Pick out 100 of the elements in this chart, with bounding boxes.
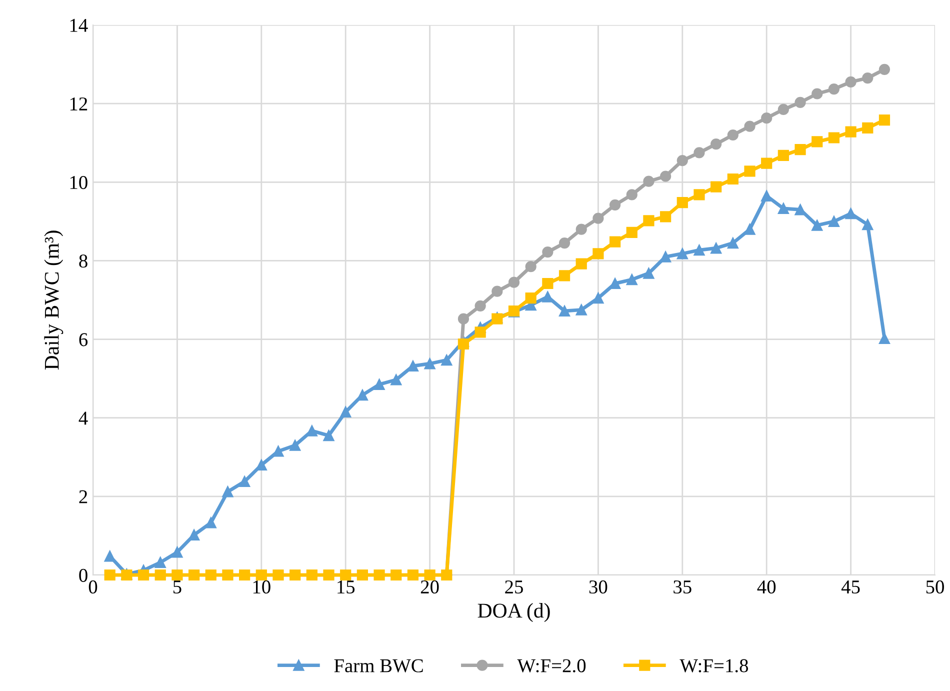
point: [676, 248, 688, 260]
point: [710, 242, 722, 254]
x-tick-label: 35: [674, 580, 692, 594]
point: [812, 220, 823, 231]
point: [761, 112, 772, 124]
point: [374, 569, 385, 581]
point: [761, 190, 772, 202]
point: [374, 378, 385, 390]
point: [626, 274, 638, 286]
x-tick-label: 25: [505, 580, 523, 594]
point: [542, 246, 554, 258]
point: [172, 569, 183, 581]
point: [660, 251, 672, 262]
point: [660, 211, 672, 222]
point: [727, 129, 738, 141]
x-tick-label: 45: [841, 580, 860, 594]
point: [474, 326, 486, 338]
point: [778, 202, 789, 214]
y-tick-label: 12: [70, 97, 88, 110]
point: [878, 332, 890, 344]
x-tick-label: 0: [88, 580, 98, 594]
point: [576, 258, 587, 270]
point: [794, 204, 806, 216]
point: [710, 138, 722, 150]
x-axis-title: DOA (d): [478, 603, 550, 622]
point: [862, 219, 874, 230]
point: [154, 556, 166, 568]
x-tick-label: 5: [173, 580, 182, 594]
point: [390, 569, 402, 581]
point: [239, 569, 250, 581]
point: [492, 286, 503, 297]
point: [558, 270, 570, 282]
point: [609, 236, 621, 248]
point: [525, 261, 536, 272]
point: [172, 546, 183, 558]
point: [778, 104, 789, 116]
point: [761, 158, 772, 169]
point: [626, 226, 638, 238]
point: [744, 166, 756, 177]
point: [188, 529, 200, 540]
point: [660, 170, 672, 182]
point: [626, 189, 638, 200]
point: [222, 569, 234, 581]
point: [794, 96, 806, 108]
point: [592, 212, 604, 224]
point: [812, 88, 823, 100]
point: [138, 569, 150, 581]
point: [676, 197, 688, 208]
point: [845, 126, 856, 138]
point: [188, 569, 200, 581]
x-tick-label: 10: [253, 580, 270, 594]
point: [576, 304, 587, 316]
point: [458, 313, 470, 324]
point: [323, 430, 334, 442]
point: [323, 569, 334, 581]
point: [256, 459, 267, 471]
y-tick-label: 0: [79, 568, 88, 582]
point: [290, 440, 301, 451]
point: [441, 354, 452, 366]
point: [744, 120, 756, 132]
point: [340, 569, 352, 581]
point: [542, 278, 554, 290]
point: [205, 569, 216, 581]
point: [306, 569, 318, 581]
point: [845, 208, 856, 220]
point: [239, 476, 250, 488]
y-tick-label: 6: [79, 333, 88, 346]
point: [542, 291, 554, 302]
point: [592, 248, 604, 260]
point: [778, 150, 789, 161]
point: [878, 114, 890, 126]
point: [878, 64, 890, 75]
point: [828, 132, 840, 144]
point: [390, 374, 402, 386]
x-tick-label: 15: [338, 580, 355, 594]
point: [474, 300, 486, 312]
point: [256, 569, 267, 581]
point: [205, 517, 216, 528]
y-tick-label: 10: [70, 176, 88, 190]
point: [828, 83, 840, 95]
point: [694, 189, 705, 200]
point: [290, 569, 301, 581]
x-tick-label: 40: [757, 580, 776, 594]
point: [407, 569, 419, 581]
point: [862, 122, 874, 134]
point: [558, 237, 570, 249]
x-tick-label: 50: [926, 580, 944, 594]
point: [828, 216, 840, 227]
point: [592, 292, 604, 304]
point: [356, 390, 368, 401]
point: [104, 569, 116, 581]
point: [525, 292, 536, 304]
legend-label: W:F=1.8: [680, 659, 748, 672]
legend-label: Farm BWC: [334, 659, 423, 672]
point: [222, 486, 234, 498]
x-tick-label: 20: [420, 580, 439, 594]
point: [845, 76, 856, 88]
y-tick-label: 8: [79, 254, 88, 268]
legend-label: W:F=2.0: [517, 659, 586, 672]
point: [609, 199, 621, 210]
